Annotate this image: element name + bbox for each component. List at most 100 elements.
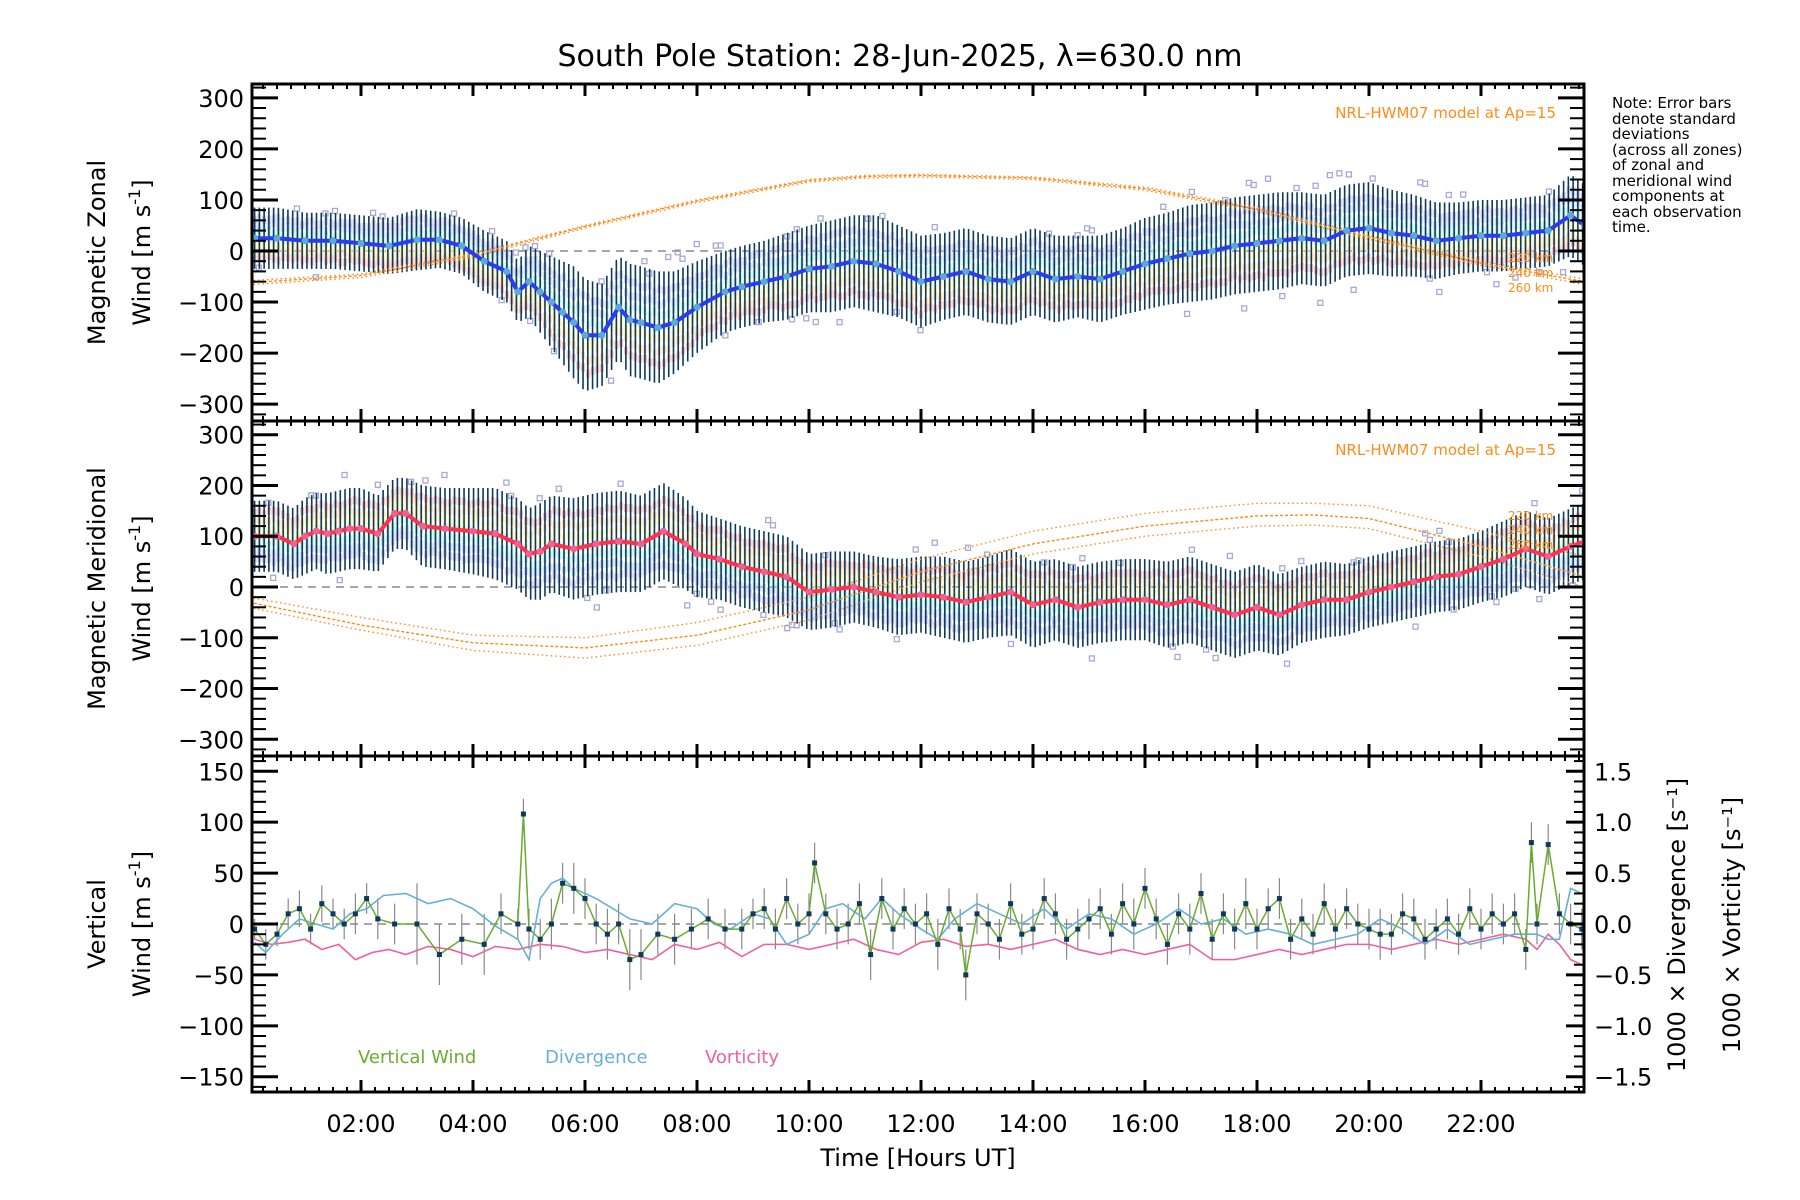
outlier-point	[1188, 546, 1195, 553]
outlier-point	[331, 207, 339, 215]
mean-wind-point	[357, 525, 365, 533]
mean-wind-point	[514, 288, 522, 296]
mean-wind-point	[1208, 247, 1216, 255]
outlier-point	[522, 244, 529, 251]
outlier-point	[1298, 557, 1305, 565]
mean-wind-point	[895, 267, 903, 275]
outlier-point	[693, 240, 700, 248]
mean-wind-point	[357, 239, 365, 247]
outlier-point	[269, 574, 277, 582]
mean-wind-point	[962, 267, 970, 275]
y-axis-unit-close: ]	[128, 179, 156, 188]
outlier-point	[1412, 623, 1419, 630]
outlier-point	[536, 495, 543, 502]
altitude-label: 260 km	[1508, 281, 1553, 295]
outlier-point	[679, 255, 686, 262]
outlier-point	[1326, 171, 1334, 179]
altitude-label: 220 km	[1508, 251, 1553, 265]
mean-wind-point	[626, 316, 634, 324]
mean-wind-point	[1522, 229, 1530, 237]
outlier-point	[707, 598, 715, 605]
mean-wind-point	[760, 278, 768, 286]
outlier-point	[369, 209, 377, 217]
outlier-point	[1336, 170, 1343, 177]
outlier-point	[607, 377, 615, 384]
outlier-point	[593, 604, 600, 611]
outlier-point	[931, 539, 938, 546]
mean-wind-point	[312, 527, 320, 535]
mean-wind-point	[559, 308, 567, 316]
outlier-point	[684, 602, 691, 609]
outlier-point	[1459, 191, 1467, 198]
outlier-point	[293, 205, 301, 212]
outlier-point	[1345, 171, 1353, 178]
mean-wind-point	[335, 527, 343, 535]
mean-wind-point	[301, 532, 309, 540]
outlier-point	[803, 315, 810, 322]
outlier-point	[1350, 286, 1357, 294]
plot-area-zonal	[252, 170, 1584, 391]
outlier-point	[341, 471, 348, 479]
model-curve-220km	[252, 502, 1582, 639]
outlier-point	[555, 485, 562, 492]
outlier-point	[717, 242, 724, 249]
outlier-point	[488, 227, 496, 235]
y-tick-label: −200	[178, 340, 244, 368]
outlier-point	[717, 606, 724, 613]
outlier-point	[722, 332, 729, 339]
mean-wind-point	[1365, 224, 1373, 232]
outlier-point	[812, 318, 819, 326]
mean-wind-point	[984, 275, 992, 283]
outlier-point	[617, 480, 624, 487]
mean-wind-point	[419, 522, 427, 530]
model-curve-240km	[252, 514, 1582, 649]
mean-wind-point	[1119, 267, 1127, 275]
outlier-point	[1436, 288, 1443, 296]
outlier-point	[1545, 188, 1552, 195]
outlier-point	[1493, 598, 1500, 606]
mean-wind-point	[1096, 275, 1104, 283]
mean-wind-point	[738, 283, 746, 291]
mean-wind-point	[581, 331, 589, 339]
outlier-point	[422, 477, 429, 484]
y-tick-label: 300	[198, 85, 244, 113]
mean-wind-point	[525, 278, 533, 286]
mean-wind-point	[391, 509, 399, 517]
mean-wind-point	[346, 525, 354, 533]
outlier-point	[1007, 640, 1015, 648]
outlier-point	[817, 215, 824, 222]
mean-wind-point	[1544, 227, 1552, 235]
outlier-point	[1536, 595, 1543, 603]
mean-wind-point	[783, 273, 791, 281]
outlier-point	[836, 626, 843, 633]
mean-wind-point	[273, 234, 281, 242]
outlier-point	[1493, 281, 1500, 288]
mean-wind-point	[1387, 229, 1395, 237]
y-axis-title-line1: Magnetic Zonal	[83, 160, 111, 345]
outlier-point	[1436, 527, 1443, 535]
outlier-point	[512, 249, 520, 256]
plot-area-meridional	[252, 471, 1584, 667]
outlier-point	[1283, 660, 1291, 667]
outlier-point	[760, 611, 767, 619]
outlier-point	[879, 212, 886, 220]
outlier-point	[912, 546, 919, 553]
mean-wind-point	[1186, 250, 1194, 258]
mean-wind-point	[693, 303, 701, 311]
outlier-point	[665, 253, 672, 261]
y-tick-label: −300	[178, 391, 244, 419]
mean-wind-point	[637, 318, 645, 326]
outlier-point	[312, 274, 320, 281]
y-axis-unit-exponent: -1	[125, 189, 144, 205]
y-axis-title-line2: Wind [m s-1]	[125, 179, 156, 325]
mean-wind-point	[1477, 232, 1485, 240]
outlier-point	[641, 257, 648, 265]
mean-wind-point	[290, 540, 298, 548]
outlier-point	[441, 471, 448, 479]
outlier-point	[917, 326, 924, 334]
outlier-point	[1188, 188, 1195, 196]
mean-wind-point	[435, 236, 443, 244]
outlier-point	[1279, 565, 1286, 572]
